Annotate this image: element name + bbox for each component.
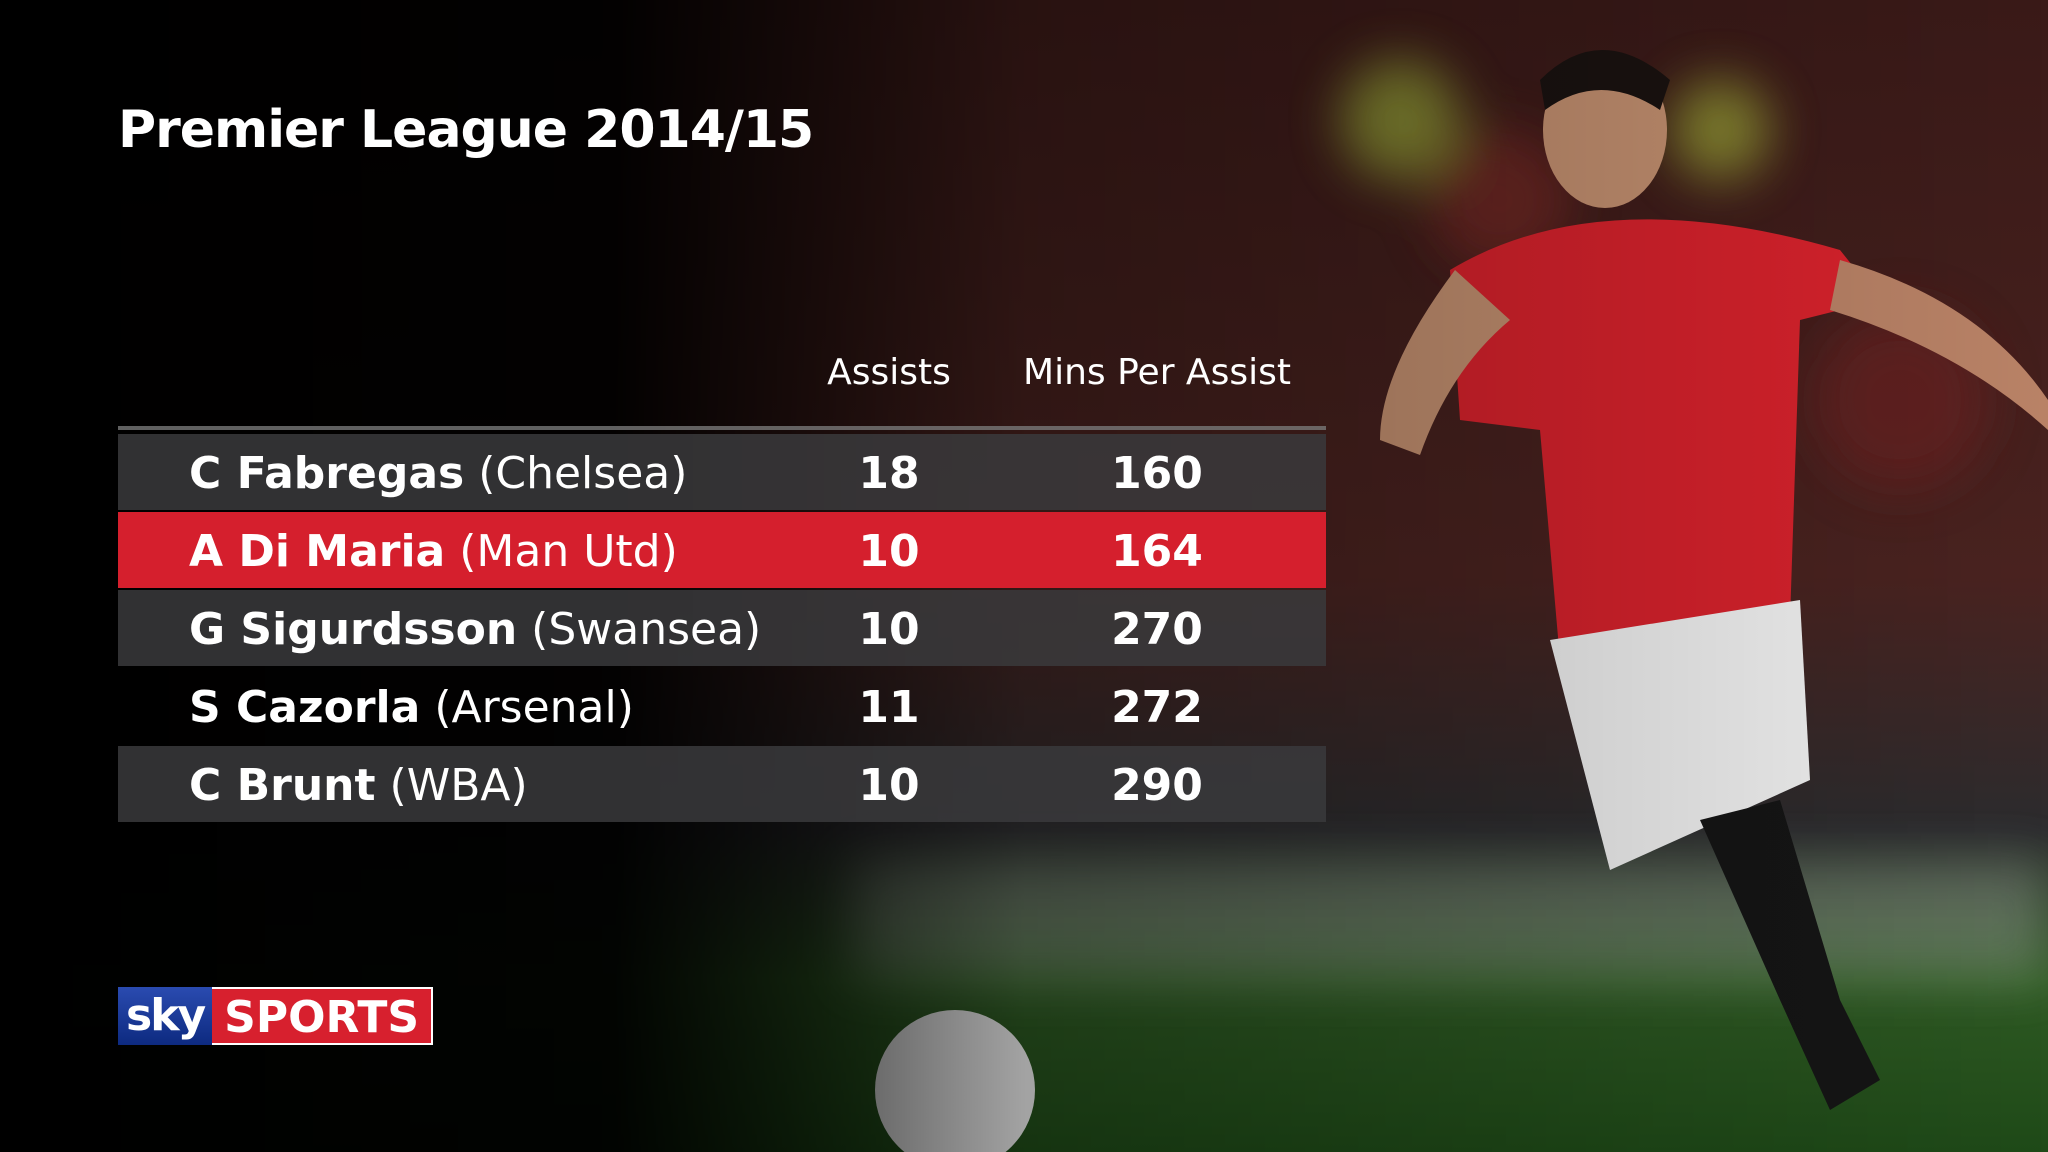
assists: 10 [858,760,920,811]
player-name: S Cazorla [189,682,421,733]
team-name: (Man Utd) [459,526,678,577]
assists: 11 [858,682,920,733]
logo-sky: sky [118,987,213,1045]
team-name: (Swansea) [531,604,762,655]
team-name: (WBA) [389,760,528,811]
table-row: A Di Maria (Man Utd) 10 164 [118,512,1326,588]
player-name: C Fabregas [189,448,465,499]
player-cell: A Di Maria (Man Utd) [189,526,678,577]
table-row: G Sigurdsson (Swansea) 10 270 [118,590,1326,666]
sky-sports-logo: sky SPORTS [118,987,434,1045]
table-rule [118,426,1326,430]
assists: 10 [858,604,920,655]
player-cell: S Cazorla (Arsenal) [189,682,634,733]
player-cell: G Sigurdsson (Swansea) [189,604,761,655]
table-row: C Brunt (WBA) 10 290 [118,746,1326,822]
table-row: C Fabregas (Chelsea) 18 160 [118,434,1326,510]
table-row: S Cazorla (Arsenal) 11 272 [118,668,1326,744]
column-header: Mins Per Assist [1023,352,1291,393]
player-name: C Brunt [189,760,376,811]
mins-per-assist: 290 [1111,760,1203,811]
mins-per-assist: 164 [1111,526,1203,577]
team-name: (Arsenal) [434,682,634,733]
mins-per-assist: 270 [1111,604,1203,655]
logo-sports: SPORTS [212,987,434,1045]
player-cell: C Brunt (WBA) [189,760,528,811]
mins-per-assist: 160 [1111,448,1203,499]
assists: 10 [858,526,920,577]
mins-per-assist: 272 [1111,682,1203,733]
assists: 18 [858,448,920,499]
player-name: G Sigurdsson [189,604,518,655]
column-header: Assists [827,352,951,393]
title: Premier League 2014/15 [118,100,814,160]
player-cell: C Fabregas (Chelsea) [189,448,687,499]
team-name: (Chelsea) [478,448,688,499]
player-name: A Di Maria [189,526,446,577]
